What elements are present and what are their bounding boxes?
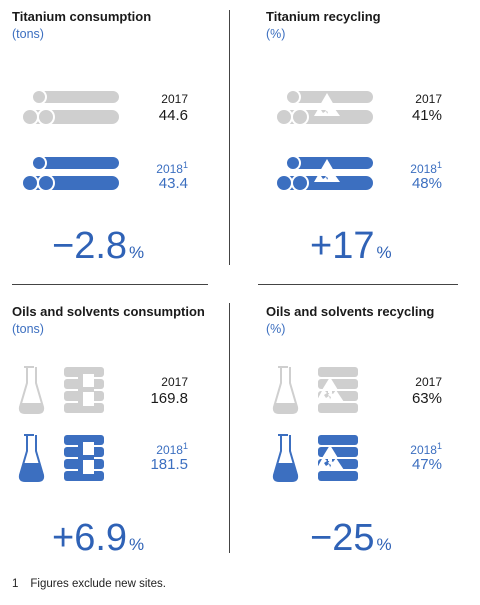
year-2017: 2017: [415, 92, 442, 106]
flask-barrel-icon: [18, 365, 108, 417]
horizontal-divider-right: [258, 284, 458, 285]
panel-unit: (tons): [12, 27, 44, 41]
oils-recycling-panel: Oils and solvents recycling (%) 2017 63%: [250, 295, 480, 575]
value-2017: 63%: [411, 390, 442, 407]
panel-unit: (%): [266, 322, 286, 336]
flask-barrel-recycle-icon: [272, 433, 362, 485]
vertical-divider-top: [229, 10, 230, 265]
change-value: −25%: [310, 517, 392, 559]
flask-barrel-icon: [18, 433, 108, 485]
panel-title: Oils and solvents consumption: [12, 304, 205, 319]
pipes-recycle-icon: [272, 154, 378, 196]
horizontal-divider-left: [12, 284, 208, 285]
year-2018: 20181: [156, 160, 188, 176]
value-2018: 47%: [411, 456, 442, 473]
oils-consumption-panel: Oils and solvents consumption (tons) 201…: [0, 295, 230, 575]
pipes-icon: [18, 88, 124, 130]
footnote-text: Figures exclude new sites.: [30, 578, 166, 590]
year-2018: 20181: [156, 441, 188, 457]
year-2018: 20181: [410, 160, 442, 176]
change-value: +6.9%: [52, 517, 145, 559]
change-value: −2.8%: [52, 225, 145, 267]
year-2017: 2017: [415, 375, 442, 389]
flask-barrel-recycle-icon: [272, 365, 362, 417]
panel-unit: (%): [266, 27, 286, 41]
panel-title: Oils and solvents recycling: [266, 304, 435, 319]
vertical-divider-bottom: [229, 303, 230, 553]
pipes-icon: [18, 154, 124, 196]
footnote-number: 1: [12, 578, 19, 590]
year-2017: 2017: [161, 375, 188, 389]
value-2017: 44.6: [158, 107, 188, 124]
titanium-consumption-panel: Titanium consumption (tons) 2017 44.6 20: [0, 0, 230, 280]
value-2018: 181.5: [150, 456, 188, 473]
footnote: 1 Figures exclude new sites.: [12, 578, 166, 590]
panel-title: Titanium recycling: [266, 9, 381, 24]
value-2018: 43.4: [158, 175, 188, 192]
panel-unit: (tons): [12, 322, 44, 336]
pipes-recycle-icon: [272, 88, 378, 130]
panel-title: Titanium consumption: [12, 9, 152, 24]
year-2017: 2017: [161, 92, 188, 106]
titanium-recycling-panel: Titanium recycling (%) 2017 41%: [250, 0, 480, 280]
value-2017: 41%: [411, 107, 442, 124]
value-2017: 169.8: [150, 390, 188, 407]
change-value: +17%: [310, 225, 392, 267]
year-2018: 20181: [410, 441, 442, 457]
value-2018: 48%: [411, 175, 442, 192]
